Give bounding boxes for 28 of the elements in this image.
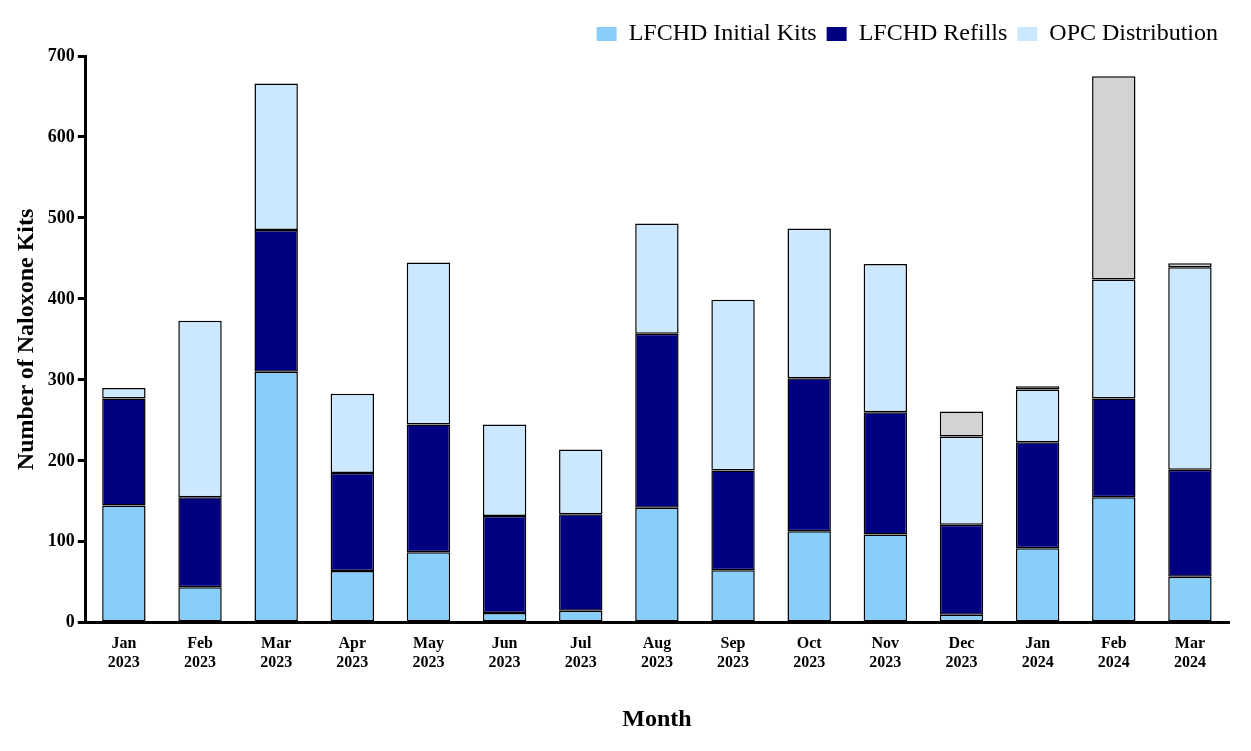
y-tick-label: 500 <box>47 206 75 227</box>
y-tick-label: 700 <box>47 44 75 65</box>
x-tick-label: Mar 2023 <box>260 633 293 670</box>
y-tick-label: 200 <box>47 449 75 470</box>
y-tick-label: 100 <box>47 530 75 551</box>
y-tick-label: 400 <box>47 287 75 308</box>
x-tick-label: Aug 2023 <box>640 633 673 670</box>
y-tick-label: 300 <box>47 368 75 389</box>
legend-label: OPC Distribution <box>1049 19 1219 46</box>
legend-label: LFCHD Initial Kits <box>628 19 817 46</box>
x-tick-label: Jan 2024 <box>1021 633 1054 670</box>
x-tick-label: Jan 2023 <box>107 633 140 670</box>
y-axis-title: Number of Naloxone Kits <box>11 208 38 471</box>
x-tick-label: Nov 2023 <box>869 633 902 670</box>
x-tick-label: Apr 2023 <box>336 633 369 670</box>
x-axis-title: Month <box>622 704 692 731</box>
x-tick-label: Feb 2023 <box>184 633 217 670</box>
x-tick-label: May 2023 <box>412 633 445 670</box>
y-tick-label: 600 <box>47 125 75 146</box>
y-tick-label: 0 <box>65 611 75 632</box>
x-tick-label: Jul 2023 <box>564 633 597 670</box>
x-tick-label: Mar 2024 <box>1173 633 1206 670</box>
x-tick-label: Oct 2023 <box>793 633 826 670</box>
x-tick-label: Feb 2024 <box>1097 633 1130 670</box>
legend-label: LFCHD Refills <box>858 19 1008 46</box>
x-tick-label: Dec 2023 <box>945 633 978 670</box>
x-tick-label: Sep 2023 <box>717 633 750 670</box>
x-tick-label: Jun 2023 <box>488 633 521 670</box>
